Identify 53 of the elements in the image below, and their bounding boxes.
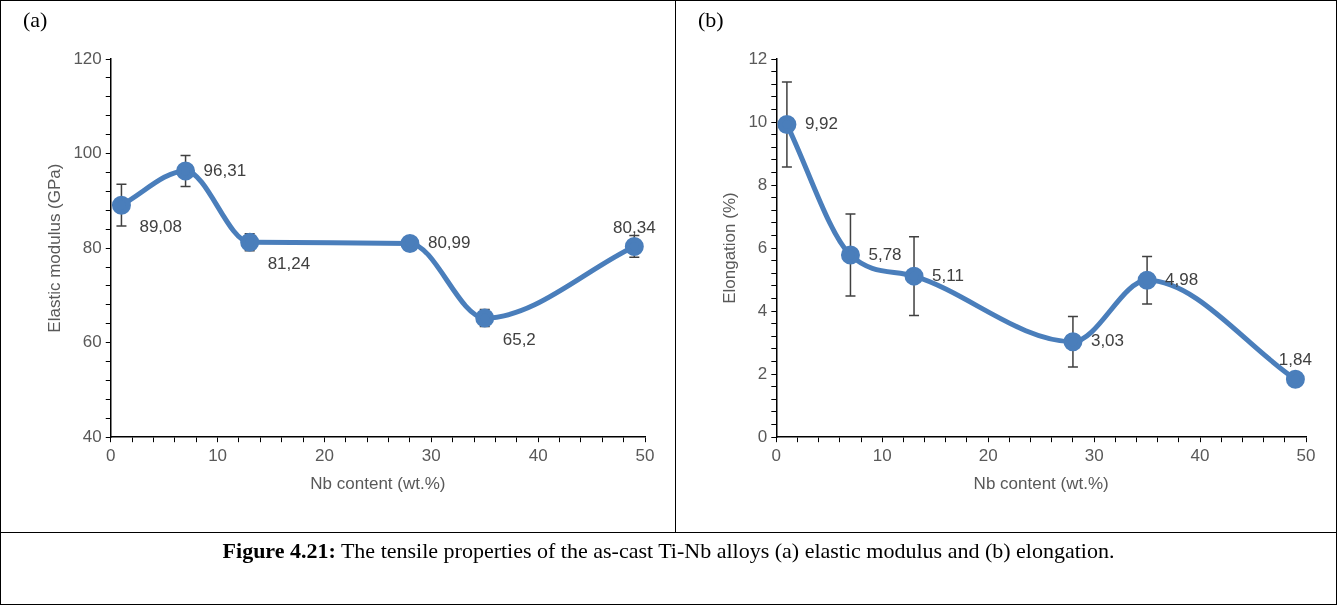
x-tick-label: 0 (106, 446, 116, 466)
x-tick-label: 50 (635, 446, 655, 466)
x-tick-label: 20 (978, 446, 998, 466)
y-tick-label: 120 (73, 48, 102, 68)
point (400, 233, 420, 253)
data-label: 80,34 (613, 217, 656, 237)
x-tick-label: 10 (872, 446, 892, 466)
point (1285, 369, 1305, 389)
point (624, 236, 644, 256)
y-tick-label: 6 (757, 237, 768, 257)
y-tick-label: 10 (748, 111, 768, 131)
data-label: 3,03 (1090, 331, 1125, 351)
data-label: 96,31 (203, 160, 247, 180)
x-tick-label: 40 (528, 446, 548, 466)
y-tick-label: 4 (757, 300, 768, 320)
point (777, 115, 797, 135)
x-tick-label: 10 (208, 446, 228, 466)
caption: Figure 4.21: The tensile properties of the as-cast Ti-Nb alloys (a) elastic modulus and (b) elongation. (0, 532, 1337, 605)
x-axis-title: Nb content (wt.%) (310, 474, 446, 494)
x-tick-label: 0 (771, 446, 782, 466)
point (111, 195, 131, 215)
x-tick-label: 40 (1190, 446, 1210, 466)
y-tick-label: 2 (757, 363, 768, 383)
y-tick-label: 40 (82, 426, 102, 446)
y-tick-label: 100 (73, 143, 102, 163)
y-tick-label: 60 (82, 332, 102, 352)
y-tick-label: 80 (82, 237, 102, 257)
x-tick-label: 20 (315, 446, 334, 466)
text: (b) (698, 7, 724, 33)
point (1137, 270, 1157, 290)
data-label: 65,2 (502, 329, 536, 349)
y-tick-label: 8 (757, 174, 768, 194)
x-tick-label: 30 (421, 446, 441, 466)
x-tick-label: 50 (1296, 446, 1316, 466)
data-label: 5,78 (868, 244, 902, 264)
y-axis-title: Elongation (%) (719, 192, 739, 304)
x-tick-label: 30 (1084, 446, 1104, 466)
data-label: 89,08 (139, 216, 182, 236)
text: (a) (23, 7, 48, 33)
data-label: 4,98 (1165, 269, 1199, 289)
point (176, 161, 196, 181)
point (840, 245, 860, 265)
point (904, 266, 924, 286)
data-label: 80,99 (427, 233, 471, 253)
y-axis-title: Elastic modulus (GPa) (44, 163, 64, 333)
y-tick-label: 0 (757, 426, 768, 446)
data-label: 1,84 (1278, 350, 1312, 370)
point (1063, 332, 1083, 352)
x-axis-title: Nb content (wt.%) (973, 474, 1109, 494)
data-label: 5,11 (932, 265, 964, 285)
data-label: 81,24 (267, 253, 311, 273)
data-label: 9,92 (804, 114, 838, 134)
y-tick-label: 12 (748, 48, 768, 68)
